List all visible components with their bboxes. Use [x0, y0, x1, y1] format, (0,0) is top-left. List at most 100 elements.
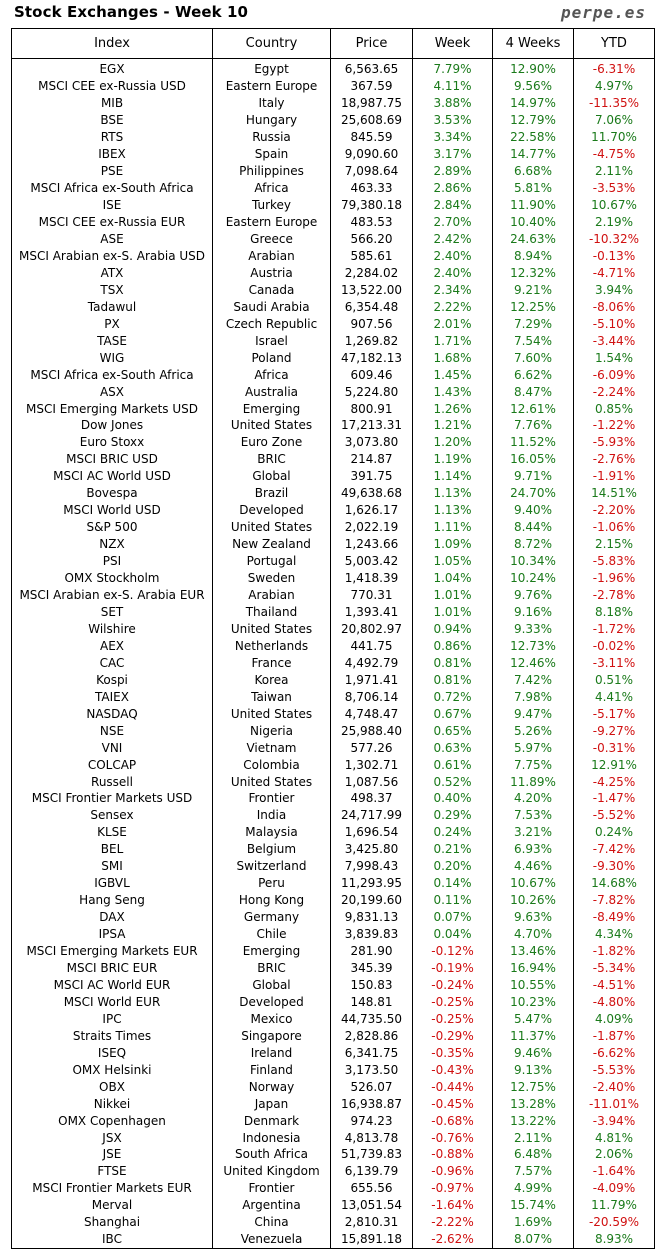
- 4-weeks-cell: 10.23%: [492, 993, 574, 1011]
- price-cell: 17,213.31: [330, 417, 413, 434]
- index-cell: SMI: [11, 857, 213, 875]
- ytd-cell: -1.96%: [573, 569, 655, 587]
- 4-weeks-cell: 12.32%: [492, 264, 574, 282]
- table-row: PSI Portugal 5,003.42 1.05% 10.34% -5.83%: [11, 552, 655, 570]
- week-cell: 1.01%: [412, 603, 493, 621]
- 4-weeks-cell: 9.40%: [492, 501, 574, 519]
- table-row: MIB Italy 18,987.75 3.88% 14.97% -11.35%: [11, 94, 655, 112]
- country-cell: South Africa: [212, 1146, 331, 1163]
- 4-weeks-cell: 9.46%: [492, 1044, 574, 1062]
- column-header-country: Country: [212, 28, 331, 59]
- table-row: PSE Philippines 7,098.64 2.89% 6.68% 2.11%: [11, 162, 655, 180]
- ytd-cell: -5.17%: [573, 705, 655, 723]
- ytd-cell: 0.85%: [573, 400, 655, 418]
- ytd-cell: -3.53%: [573, 179, 655, 197]
- price-cell: 1,418.39: [330, 569, 413, 587]
- country-cell: Korea: [212, 671, 331, 689]
- week-cell: 0.07%: [412, 908, 493, 926]
- country-cell: Taiwan: [212, 688, 331, 706]
- week-cell: -0.97%: [412, 1179, 493, 1197]
- week-cell: 3.53%: [412, 111, 493, 129]
- week-cell: 1.68%: [412, 349, 493, 367]
- week-cell: 0.81%: [412, 654, 493, 672]
- price-cell: 79,380.18: [330, 196, 413, 214]
- country-cell: Italy: [212, 94, 331, 112]
- week-cell: 0.11%: [412, 891, 493, 909]
- country-cell: Japan: [212, 1095, 331, 1113]
- index-cell: PX: [11, 315, 213, 333]
- index-cell: BSE: [11, 111, 213, 129]
- 4-weeks-cell: 7.29%: [492, 315, 574, 333]
- price-cell: 15,891.18: [330, 1230, 413, 1249]
- table-row: Dow Jones United States 17,213.31 1.21% 7.76…: [11, 417, 655, 434]
- ytd-cell: -1.72%: [573, 620, 655, 638]
- week-cell: 1.05%: [412, 552, 493, 570]
- price-cell: 345.39: [330, 959, 413, 977]
- country-cell: Spain: [212, 145, 331, 163]
- table-row: BSE Hungary 25,608.69 3.53% 12.79% 7.06%: [11, 111, 655, 129]
- table-row: Sensex India 24,717.99 0.29% 7.53% -5.52%: [11, 806, 655, 824]
- index-cell: MSCI Arabian ex-S. Arabia USD: [11, 247, 213, 265]
- ytd-cell: -5.52%: [573, 806, 655, 824]
- index-cell: JSE: [11, 1146, 213, 1163]
- price-cell: 13,522.00: [330, 281, 413, 299]
- table-row: MSCI Africa ex-South Africa Africa 463.33 2…: [11, 179, 655, 197]
- index-cell: MSCI AC World EUR: [11, 976, 213, 994]
- week-cell: -0.35%: [412, 1044, 493, 1062]
- index-cell: MSCI Frontier Markets USD: [11, 789, 213, 807]
- ytd-cell: 2.06%: [573, 1146, 655, 1163]
- country-cell: Philippines: [212, 162, 331, 180]
- table-row: Nikkei Japan 16,938.87 -0.45% 13.28% -11.01%: [11, 1095, 655, 1113]
- 4-weeks-cell: 4.70%: [492, 925, 574, 943]
- index-cell: FTSE: [11, 1162, 213, 1180]
- 4-weeks-cell: 14.97%: [492, 94, 574, 112]
- index-cell: NASDAQ: [11, 705, 213, 723]
- ytd-cell: -7.82%: [573, 891, 655, 909]
- table-row: WIG Poland 47,182.13 1.68% 7.60% 1.54%: [11, 349, 655, 367]
- ytd-cell: -2.40%: [573, 1078, 655, 1096]
- week-cell: 2.86%: [412, 179, 493, 197]
- table-row: SET Thailand 1,393.41 1.01% 9.16% 8.18%: [11, 603, 655, 621]
- index-cell: BEL: [11, 840, 213, 858]
- country-cell: Saudi Arabia: [212, 298, 331, 316]
- 4-weeks-cell: 7.54%: [492, 332, 574, 350]
- week-cell: 1.45%: [412, 366, 493, 384]
- 4-weeks-cell: 16.94%: [492, 959, 574, 977]
- table-row: AEX Netherlands 441.75 0.86% 12.73% -0.02%: [11, 637, 655, 655]
- ytd-cell: -3.44%: [573, 332, 655, 350]
- ytd-cell: 4.34%: [573, 925, 655, 943]
- country-cell: Norway: [212, 1078, 331, 1096]
- table-row: SMI Switzerland 7,998.43 0.20% 4.46% -9.30%: [11, 857, 655, 875]
- country-cell: Belgium: [212, 840, 331, 858]
- table-row: ISEQ Ireland 6,341.75 -0.35% 9.46% -6.62%: [11, 1044, 655, 1062]
- week-cell: -0.68%: [412, 1112, 493, 1130]
- week-cell: 1.01%: [412, 586, 493, 604]
- week-cell: 2.40%: [412, 264, 493, 282]
- country-cell: Emerging: [212, 942, 331, 960]
- country-cell: Thailand: [212, 603, 331, 621]
- column-header-price: Price: [330, 28, 413, 59]
- country-cell: Africa: [212, 179, 331, 197]
- ytd-cell: -5.53%: [573, 1061, 655, 1079]
- price-cell: 367.59: [330, 77, 413, 95]
- price-cell: 6,139.79: [330, 1162, 413, 1180]
- index-cell: MSCI Frontier Markets EUR: [11, 1179, 213, 1197]
- week-cell: -0.76%: [412, 1129, 493, 1146]
- country-cell: Nigeria: [212, 722, 331, 740]
- ytd-cell: -2.20%: [573, 501, 655, 519]
- price-cell: 16,938.87: [330, 1095, 413, 1113]
- country-cell: Arabian: [212, 586, 331, 604]
- 4-weeks-cell: 9.47%: [492, 705, 574, 723]
- price-cell: 441.75: [330, 637, 413, 655]
- table-row: DAX Germany 9,831.13 0.07% 9.63% -8.49%: [11, 908, 655, 926]
- price-cell: 498.37: [330, 789, 413, 807]
- price-cell: 463.33: [330, 179, 413, 197]
- table-row: Kospi Korea 1,971.41 0.81% 7.42% 0.51%: [11, 671, 655, 689]
- price-cell: 20,802.97: [330, 620, 413, 638]
- table-row: Straits Times Singapore 2,828.86 -0.29% 11.3…: [11, 1027, 655, 1045]
- price-cell: 3,425.80: [330, 840, 413, 858]
- price-cell: 526.07: [330, 1078, 413, 1096]
- week-cell: 0.29%: [412, 806, 493, 824]
- country-cell: Portugal: [212, 552, 331, 570]
- table-row: ASE Greece 566.20 2.42% 24.63% -10.32%: [11, 230, 655, 248]
